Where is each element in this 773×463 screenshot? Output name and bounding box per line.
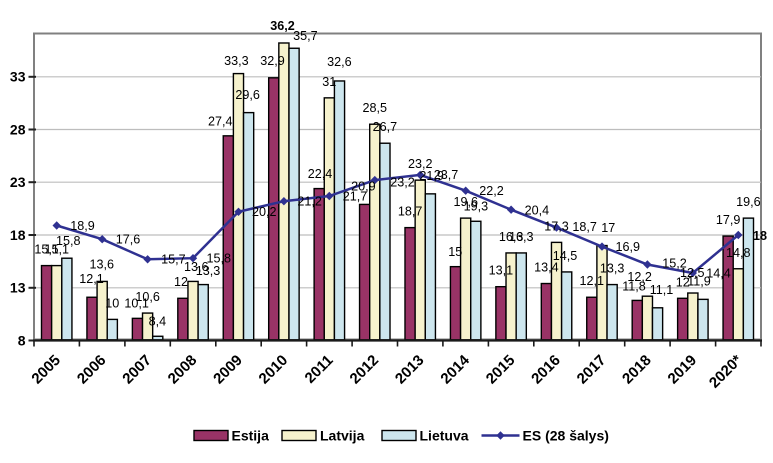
svg-text:17,3: 17,3	[544, 219, 569, 233]
svg-text:23,2: 23,2	[408, 157, 433, 171]
svg-text:23: 23	[10, 174, 26, 190]
svg-text:12,1: 12,1	[580, 274, 605, 288]
svg-text:23,7: 23,7	[434, 168, 459, 182]
svg-text:33,3: 33,3	[224, 54, 249, 68]
svg-text:15,1: 15,1	[44, 243, 69, 257]
svg-text:21,9: 21,9	[419, 169, 444, 183]
svg-text:20,4: 20,4	[525, 203, 550, 217]
svg-text:15,7: 15,7	[161, 253, 186, 267]
svg-text:36,2: 36,2	[270, 19, 295, 33]
svg-text:12,1: 12,1	[79, 272, 104, 286]
svg-text:18: 18	[10, 227, 26, 243]
svg-text:14,8: 14,8	[726, 246, 751, 260]
svg-text:12: 12	[676, 275, 690, 289]
svg-text:19,3: 19,3	[464, 200, 489, 214]
svg-text:ES (28 šalys): ES (28 šalys)	[523, 428, 609, 444]
svg-text:17: 17	[601, 221, 615, 235]
svg-text:23,2: 23,2	[390, 175, 415, 189]
svg-text:16,9: 16,9	[616, 240, 641, 254]
svg-text:28: 28	[10, 121, 26, 137]
svg-text:29,6: 29,6	[235, 88, 260, 102]
svg-text:20,2: 20,2	[252, 205, 277, 219]
svg-text:31: 31	[322, 75, 336, 89]
svg-text:18,7: 18,7	[398, 205, 423, 219]
svg-text:27,4: 27,4	[208, 115, 233, 129]
svg-text:Latvija: Latvija	[320, 428, 365, 444]
svg-text:19,6: 19,6	[736, 195, 761, 209]
svg-text:18: 18	[753, 229, 767, 243]
svg-text:15,1: 15,1	[34, 243, 59, 257]
svg-text:10,6: 10,6	[135, 290, 160, 304]
svg-text:16,3: 16,3	[499, 230, 524, 244]
svg-text:12,2: 12,2	[627, 270, 652, 284]
svg-text:28,5: 28,5	[363, 101, 388, 115]
svg-text:11,8: 11,8	[622, 280, 646, 294]
svg-text:15,2: 15,2	[662, 256, 687, 270]
svg-text:10: 10	[105, 296, 119, 310]
svg-text:13,6: 13,6	[89, 258, 114, 272]
svg-text:21,7: 21,7	[343, 189, 368, 203]
svg-text:Estija: Estija	[232, 428, 270, 444]
svg-text:12: 12	[174, 275, 188, 289]
svg-text:13,1: 13,1	[489, 264, 514, 278]
svg-text:21,2: 21,2	[297, 195, 322, 209]
svg-text:19,6: 19,6	[453, 195, 478, 209]
svg-text:14,5: 14,5	[553, 249, 578, 263]
svg-text:15: 15	[448, 245, 462, 259]
svg-text:26,7: 26,7	[373, 120, 398, 134]
svg-text:13: 13	[10, 280, 26, 296]
svg-text:18,9: 18,9	[70, 219, 95, 233]
svg-text:22,4: 22,4	[308, 167, 333, 181]
svg-text:32,9: 32,9	[260, 54, 285, 68]
svg-text:18,7: 18,7	[572, 220, 597, 234]
svg-text:13,4: 13,4	[534, 261, 559, 275]
svg-text:13,6: 13,6	[184, 260, 209, 274]
svg-text:17,9: 17,9	[716, 213, 741, 227]
svg-text:17,6: 17,6	[116, 233, 141, 247]
svg-text:35,7: 35,7	[293, 29, 318, 43]
svg-text:11,1: 11,1	[650, 283, 674, 297]
svg-text:33: 33	[10, 69, 26, 85]
svg-text:14,4: 14,4	[706, 266, 731, 280]
svg-text:Lietuva: Lietuva	[420, 428, 469, 444]
svg-text:8,4: 8,4	[149, 315, 167, 329]
svg-text:11,9: 11,9	[687, 275, 711, 289]
svg-text:32,6: 32,6	[327, 55, 352, 69]
svg-text:13,3: 13,3	[600, 262, 625, 276]
svg-text:15,8: 15,8	[56, 234, 81, 248]
svg-text:10,1: 10,1	[124, 297, 149, 311]
svg-text:13,3: 13,3	[196, 264, 221, 278]
svg-text:20,9: 20,9	[351, 180, 376, 194]
svg-text:22,2: 22,2	[479, 184, 504, 198]
svg-text:15,8: 15,8	[207, 252, 232, 266]
svg-text:12,5: 12,5	[680, 266, 705, 280]
svg-text:8: 8	[18, 332, 26, 348]
svg-text:16,3: 16,3	[509, 230, 534, 244]
